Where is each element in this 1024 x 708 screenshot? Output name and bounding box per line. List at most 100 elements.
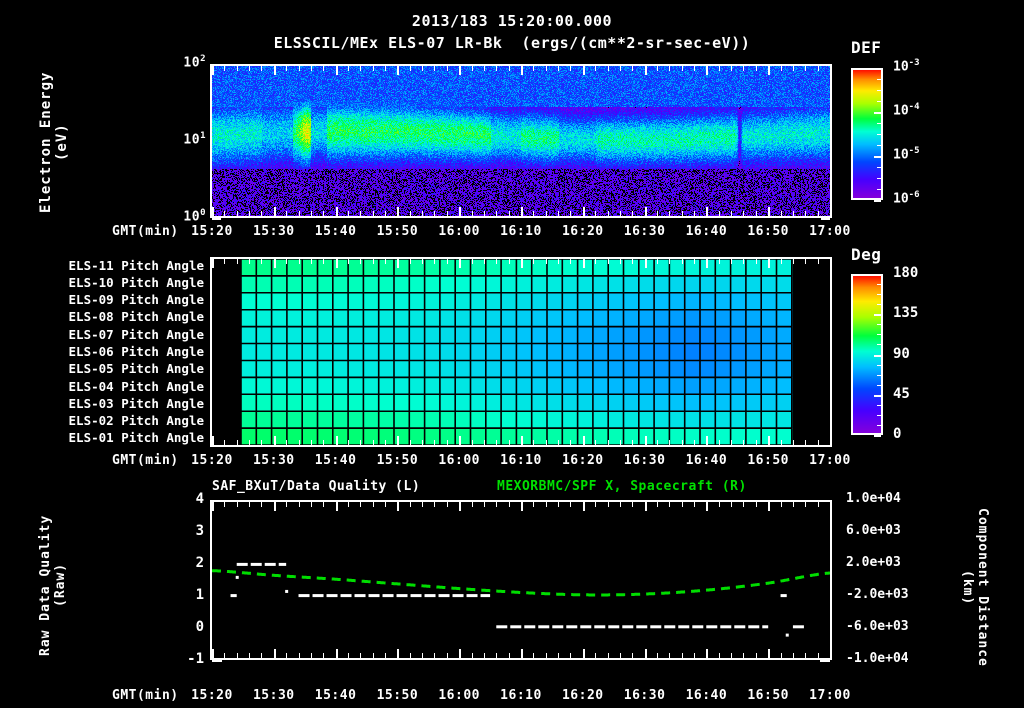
spectrogram-xtick-minor	[261, 66, 263, 71]
def-colorbar-tick	[874, 68, 881, 70]
deg-colorbar-tick	[874, 274, 881, 276]
spectrogram-xtick	[582, 66, 585, 75]
pitchangle-xtick-minor	[533, 440, 535, 445]
pitchangle-xtick-minor	[595, 440, 597, 445]
deg-colorbar-tick	[874, 394, 881, 397]
spectrogram-xtick-minor	[570, 211, 572, 216]
spectrogram-xtick-minor	[780, 66, 782, 71]
spectrogram-xtick-minor	[558, 66, 560, 71]
quality-xtick-label: 15:30	[252, 688, 295, 703]
quality-plot-area[interactable]	[210, 500, 832, 660]
quality-xtick-minor	[471, 653, 473, 658]
quality-xtick-minor	[718, 653, 720, 658]
pitchangle-row-label: ELS-08 Pitch Angle	[68, 309, 204, 325]
pitchangle-xtick-minor	[595, 259, 597, 264]
pitchangle-xtick	[768, 436, 771, 445]
pitchangle-row-label: ELS-09 Pitch Angle	[68, 292, 204, 308]
pitchangle-xtick-minor	[780, 440, 782, 445]
pitchangle-plot-area[interactable]	[210, 257, 832, 447]
def-colorbar-tick-minor	[877, 79, 881, 80]
quality-xtick-minor	[792, 653, 794, 658]
quality-xtick-minor	[385, 502, 387, 507]
pitchangle-xtick	[582, 436, 585, 445]
deg-colorbar-tick-minor	[877, 354, 881, 356]
pitchangle-xtick-minor	[323, 440, 325, 445]
deg-colorbar-tick-label: 0	[893, 426, 902, 442]
quality-xtick-minor	[347, 653, 349, 658]
spectrogram-xtick-minor	[755, 66, 757, 71]
pitchangle-xtick-minor	[372, 440, 374, 445]
quality-xtick-minor	[422, 653, 424, 658]
quality-xtick-minor	[483, 653, 485, 658]
spectrogram-plot-area[interactable]	[210, 64, 832, 218]
pitchangle-xtick-minor	[446, 259, 448, 264]
deg-colorbar-tick-minor	[877, 384, 881, 386]
pitchangle-xtick-minor	[669, 259, 671, 264]
pitchangle-xtick-label: 16:50	[747, 453, 789, 468]
spectrogram-ytick	[821, 218, 830, 220]
quality-xtick-minor	[780, 502, 782, 507]
deg-colorbar-title: Deg	[851, 245, 882, 264]
def-colorbar-tick	[874, 156, 881, 158]
pitchangle-xtick-minor	[224, 259, 226, 264]
spectrogram-xtick	[335, 66, 338, 75]
quality-xtick-minor	[595, 502, 597, 507]
quality-xtick-minor	[607, 502, 609, 507]
quality-xtick-label: 15:50	[376, 688, 419, 703]
quality-xtick	[768, 502, 771, 511]
pitchangle-xtick	[459, 259, 462, 268]
quality-xtick-label: 16:00	[438, 688, 480, 703]
quality-ytick-label-right: 6.0e+03	[846, 523, 901, 538]
pitchangle-xtick-minor	[409, 440, 411, 445]
spectrogram-xtick-minor	[249, 211, 251, 216]
quality-xtick-minor	[372, 653, 374, 658]
quality-xtick	[212, 649, 214, 658]
pitchangle-xtick-minor	[669, 440, 671, 445]
pitchangle-xtick-minor	[508, 440, 510, 445]
deg-colorbar-tick-minor	[877, 404, 881, 406]
quality-xtick-minor	[656, 653, 658, 658]
spectrogram-xtick-minor	[471, 211, 473, 216]
spectrogram-xtick-minor	[656, 211, 658, 216]
spectrogram-xtick-label: 16:30	[623, 224, 666, 239]
spectrogram-xtick	[397, 207, 400, 216]
pitchangle-xtick-minor	[360, 440, 362, 445]
deg-colorbar-tick-label: 90	[893, 345, 910, 362]
pitchangle-xtick-minor	[780, 259, 782, 264]
quality-xtick-label: 15:20	[191, 688, 233, 703]
def-colorbar-tick-label: 10-3	[893, 58, 920, 75]
pitchangle-xtick	[459, 436, 462, 445]
quality-xtick	[706, 502, 709, 511]
deg-colorbar-tick-minor	[877, 294, 881, 296]
def-colorbar-tick-minor	[877, 189, 881, 190]
quality-xtick-minor	[545, 653, 547, 658]
pitchangle-xtick-minor	[718, 259, 720, 264]
def-colorbar-tick	[874, 200, 881, 202]
pitchangle-xtick	[397, 436, 400, 445]
pitchangle-xtick-minor	[718, 440, 720, 445]
pitchangle-xtick-minor	[372, 259, 374, 264]
def-colorbar[interactable]	[851, 68, 883, 200]
spectrogram-xtick-minor	[558, 211, 560, 216]
def-colorbar-tick-minor	[877, 156, 881, 157]
def-colorbar-tick-label: 10-4	[893, 102, 920, 119]
pitchangle-xtick-minor	[446, 440, 448, 445]
pitchangle-xtick-label: 15:30	[252, 453, 295, 468]
quality-xtick-minor	[755, 502, 757, 507]
pitchangle-xtick-minor	[496, 440, 498, 445]
pitchangle-xtick	[273, 259, 276, 268]
quality-ytick-label-left: -1	[187, 651, 204, 667]
pitchangle-xtick	[212, 259, 214, 268]
deg-colorbar-tick-minor	[877, 284, 881, 286]
spectrogram-xtick-minor	[595, 211, 597, 216]
quality-xtick-minor	[669, 653, 671, 658]
def-colorbar-tick-minor	[877, 178, 881, 179]
quality-xtick-minor	[496, 653, 498, 658]
deg-colorbar-tick	[874, 354, 881, 357]
quality-xtick-minor	[619, 502, 621, 507]
quality-xtick-minor	[409, 653, 411, 658]
quality-xtick-minor	[249, 653, 251, 658]
deg-colorbar-tick-minor	[877, 344, 881, 346]
spectrogram-xtick-minor	[496, 66, 498, 71]
pitchangle-xtick-minor	[817, 259, 819, 264]
